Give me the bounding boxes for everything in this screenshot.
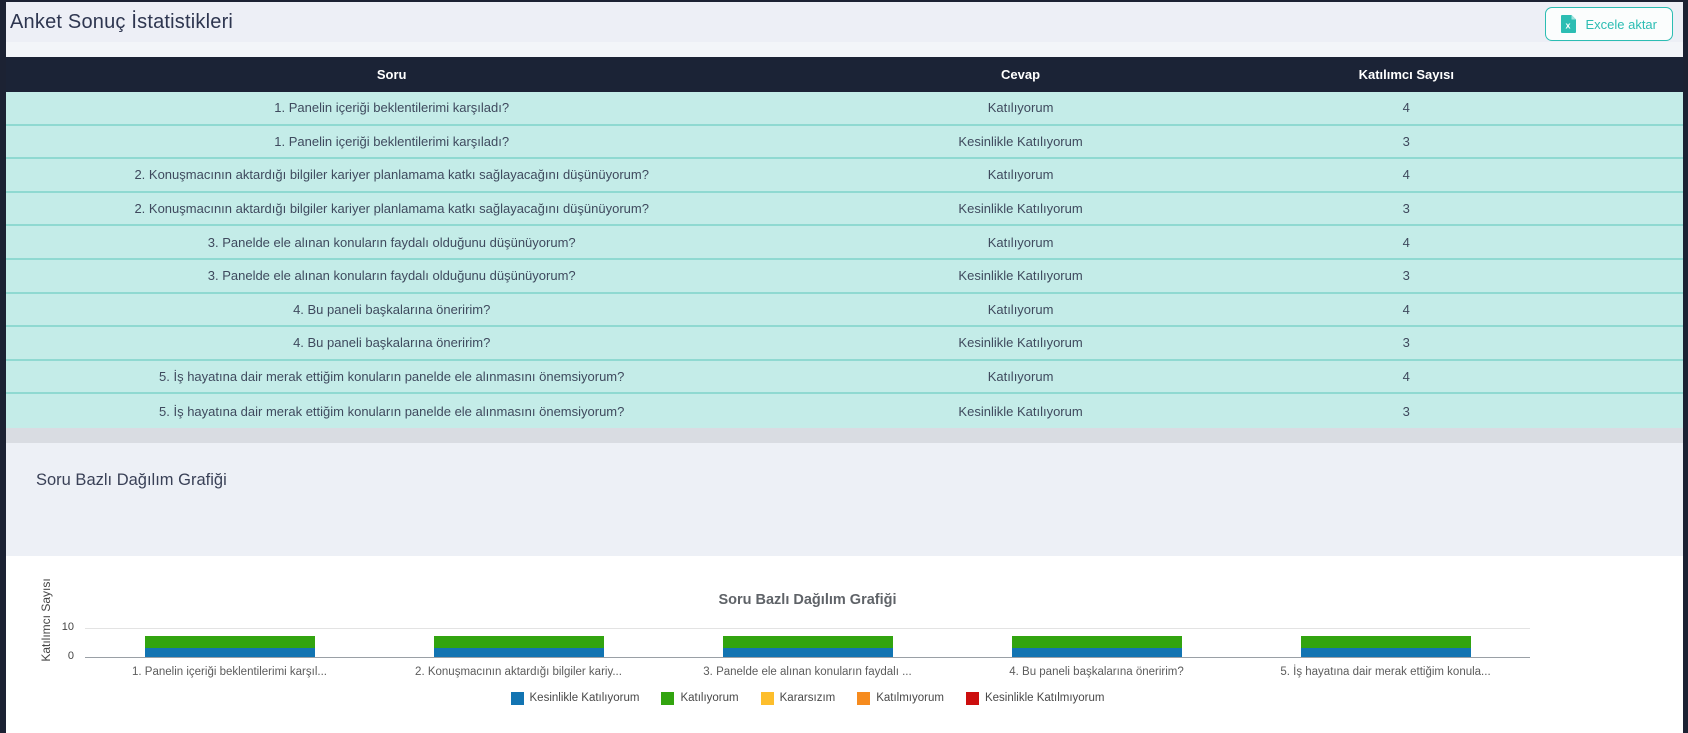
category-axis-labels: 1. Panelin içeriği beklentilerimi karşıl… <box>85 666 1530 678</box>
legend-label: Kesinlikle Katılıyorum <box>529 692 640 705</box>
cell-katilimci-sayisi: 3 <box>1402 268 1410 284</box>
window-left-edge <box>0 0 6 733</box>
table-row: 2. Konuşmacının aktardığı bilgiler kariy… <box>6 192 1683 227</box>
category-label: 5. İş hayatına dair merak ettiğim konula… <box>1280 665 1491 678</box>
table-row: 1. Panelin içeriği beklentilerimi karşıl… <box>6 125 1683 160</box>
cell-katilimci-sayisi: 4 <box>1402 100 1410 116</box>
cell-cevap: Kesinlikle Katılıyorum <box>958 268 1083 284</box>
export-excel-label: Excele aktar <box>1585 16 1657 32</box>
bar-segment <box>433 647 604 657</box>
bar-segment <box>1011 647 1182 657</box>
window-top-edge <box>0 0 1688 2</box>
page-header: Anket Sonuç İstatistikleri x Excele akta… <box>6 2 1683 42</box>
column-header-soru: Soru <box>376 67 407 82</box>
topbar-divider <box>6 42 1683 57</box>
legend-swatch <box>760 691 774 705</box>
bar-segment <box>433 635 604 648</box>
category-label: 3. Panelde ele alınan konuların faydalı … <box>703 665 912 678</box>
cell-katilimci-sayisi: 4 <box>1402 301 1410 317</box>
bar-segment <box>722 635 893 648</box>
legend-label: Kararsızım <box>779 692 836 705</box>
cell-katilimci-sayisi: 3 <box>1402 403 1410 419</box>
window-right-edge <box>1683 0 1688 733</box>
legend-item: Katılıyorum <box>661 691 739 705</box>
legend-label: Kesinlikle Katılmıyorum <box>984 692 1105 705</box>
legend-swatch <box>857 691 871 705</box>
table-row: 3. Panelde ele alınan konuların faydalı … <box>6 259 1683 294</box>
category-label: 2. Konuşmacının aktardığı bilgiler kariy… <box>415 665 622 678</box>
x-axis-line <box>85 656 1530 658</box>
cell-soru: 4. Bu paneli başkalarına öneririm? <box>293 301 491 317</box>
table-bottom-band <box>6 427 1683 443</box>
legend-swatch <box>510 691 524 705</box>
cell-katilimci-sayisi: 3 <box>1402 201 1410 217</box>
bar-segment <box>144 647 315 657</box>
cell-katilimci-sayisi: 3 <box>1402 133 1410 149</box>
cell-soru: 1. Panelin içeriği beklentilerimi karşıl… <box>274 133 510 149</box>
chart-section-heading: Soru Bazlı Dağılım Grafiği <box>36 470 227 489</box>
cell-cevap: Katılıyorum <box>987 234 1054 250</box>
bar-segment <box>1011 635 1182 648</box>
cell-soru: 1. Panelin içeriği beklentilerimi karşıl… <box>274 100 510 116</box>
legend-item: Katılmıyorum <box>857 691 944 705</box>
table-row: 3. Panelde ele alınan konuların faydalı … <box>6 226 1683 260</box>
results-table: Soru Cevap Katılımcı Sayısı 1. Panelin i… <box>6 57 1683 428</box>
cell-soru: 3. Panelde ele alınan konuların faydalı … <box>207 268 576 284</box>
distribution-chart: Soru Bazlı Dağılım Grafiği Katılımcı Say… <box>6 555 1683 733</box>
table-row: 5. İş hayatına dair merak ettiğim konula… <box>6 394 1683 428</box>
bar-segment <box>144 635 315 648</box>
svg-text:x: x <box>1566 21 1571 31</box>
cell-cevap: Katılıyorum <box>987 100 1054 116</box>
export-excel-button[interactable]: x Excele aktar <box>1545 7 1673 41</box>
table-body: 1. Panelin içeriği beklentilerimi karşıl… <box>6 92 1683 428</box>
legend-item: Kesinlikle Katılıyorum <box>510 691 640 705</box>
cell-soru: 4. Bu paneli başkalarına öneririm? <box>293 335 491 351</box>
cell-cevap: Katılıyorum <box>987 301 1054 317</box>
category-label: 4. Bu paneli başkalarına öneririm? <box>1009 665 1184 678</box>
page-title: Anket Sonuç İstatistikleri <box>10 10 234 33</box>
cell-cevap: Katılıyorum <box>987 167 1054 183</box>
legend-item: Kararsızım <box>760 691 836 705</box>
table-row: 4. Bu paneli başkalarına öneririm? Kesinl… <box>6 327 1683 361</box>
cell-soru: 5. İş hayatına dair merak ettiğim konula… <box>159 403 625 419</box>
legend-label: Katılmıyorum <box>876 692 944 705</box>
cell-soru: 3. Panelde ele alınan konuların faydalı … <box>207 234 576 250</box>
legend-swatch <box>965 691 979 705</box>
cell-katilimci-sayisi: 4 <box>1402 369 1410 385</box>
cell-cevap: Katılıyorum <box>987 369 1054 385</box>
bar-segment <box>1300 635 1471 648</box>
cell-cevap: Kesinlikle Katılıyorum <box>958 403 1083 419</box>
table-header-row: Soru Cevap Katılımcı Sayısı <box>6 57 1683 92</box>
cell-soru: 5. İş hayatına dair merak ettiğim konula… <box>159 369 625 385</box>
gridline-10 <box>85 627 1530 629</box>
chart-section-header: Soru Bazlı Dağılım Grafiği <box>6 442 1683 556</box>
column-header-katilimci-sayisi: Katılımcı Sayısı <box>1358 67 1454 82</box>
cell-cevap: Kesinlikle Katılıyorum <box>958 133 1083 149</box>
category-label: 1. Panelin içeriği beklentilerimi karşıl… <box>132 665 327 678</box>
survey-statistics-page: Anket Sonuç İstatistikleri x Excele akta… <box>6 2 1683 733</box>
cell-soru: 2. Konuşmacının aktardığı bilgiler kariy… <box>134 167 649 183</box>
legend-swatch <box>661 691 675 705</box>
bar-segment <box>1300 647 1471 657</box>
cell-cevap: Kesinlikle Katılıyorum <box>958 335 1083 351</box>
cell-katilimci-sayisi: 3 <box>1402 335 1410 351</box>
excel-file-icon: x <box>1561 15 1577 33</box>
y-tick-10: 10 <box>61 620 74 633</box>
cell-cevap: Kesinlikle Katılıyorum <box>958 201 1083 217</box>
legend-label: Katılıyorum <box>680 692 739 705</box>
cell-katilimci-sayisi: 4 <box>1402 167 1410 183</box>
y-tick-0: 0 <box>67 649 74 662</box>
column-header-cevap: Cevap <box>1001 67 1041 82</box>
table-row: 2. Konuşmacının aktardığı bilgiler kariy… <box>6 159 1683 193</box>
table-row: 4. Bu paneli başkalarına öneririm? Katılı… <box>6 293 1683 328</box>
legend-item: Kesinlikle Katılmıyorum <box>965 691 1105 705</box>
chart-title: Soru Bazlı Dağılım Grafiği <box>718 591 897 608</box>
table-row: 5. İş hayatına dair merak ettiğim konula… <box>6 360 1683 395</box>
cell-soru: 2. Konuşmacının aktardığı bilgiler kariy… <box>134 201 649 217</box>
cell-katilimci-sayisi: 4 <box>1402 234 1410 250</box>
table-row: 1. Panelin içeriği beklentilerimi karşıl… <box>6 92 1683 126</box>
bar-segment <box>722 647 893 657</box>
chart-legend: Kesinlikle Katılıyorum Katılıyorum Kararsı… <box>85 691 1530 705</box>
